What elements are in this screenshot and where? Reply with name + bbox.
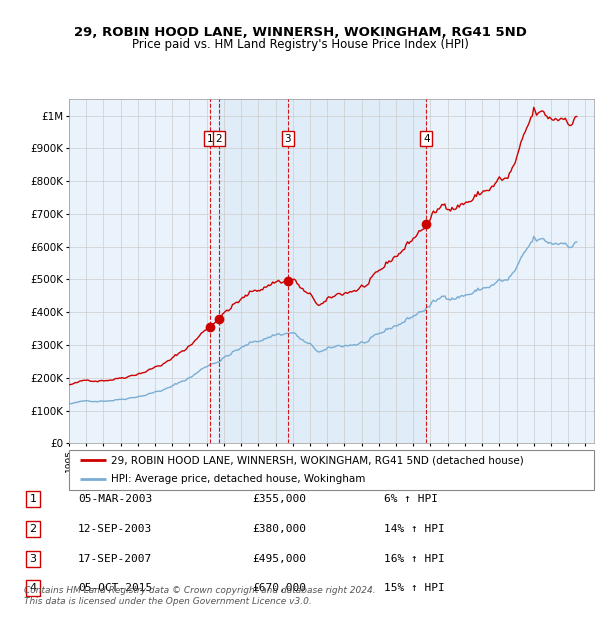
Text: Contains HM Land Registry data © Crown copyright and database right 2024.
This d: Contains HM Land Registry data © Crown c… [24,585,376,606]
Text: 16% ↑ HPI: 16% ↑ HPI [384,554,445,564]
Text: 29, ROBIN HOOD LANE, WINNERSH, WOKINGHAM, RG41 5ND (detached house): 29, ROBIN HOOD LANE, WINNERSH, WOKINGHAM… [111,455,524,466]
Bar [219,99,427,443]
Text: £355,000: £355,000 [252,494,306,504]
Text: 3: 3 [284,134,291,144]
Text: 29, ROBIN HOOD LANE, WINNERSH, WOKINGHAM, RG41 5ND: 29, ROBIN HOOD LANE, WINNERSH, WOKINGHAM… [74,26,526,38]
Text: 05-OCT-2015: 05-OCT-2015 [78,583,152,593]
FancyBboxPatch shape [69,450,594,490]
Text: 2: 2 [215,134,222,144]
Text: £670,000: £670,000 [252,583,306,593]
Text: 17-SEP-2007: 17-SEP-2007 [78,554,152,564]
Text: 6% ↑ HPI: 6% ↑ HPI [384,494,438,504]
Text: 4: 4 [29,583,37,593]
Text: 3: 3 [29,554,37,564]
Text: 2: 2 [29,524,37,534]
Text: 1: 1 [29,494,37,504]
Text: Price paid vs. HM Land Registry's House Price Index (HPI): Price paid vs. HM Land Registry's House … [131,38,469,51]
Text: HPI: Average price, detached house, Wokingham: HPI: Average price, detached house, Woki… [111,474,365,484]
Text: £380,000: £380,000 [252,524,306,534]
Text: 12-SEP-2003: 12-SEP-2003 [78,524,152,534]
Text: 4: 4 [423,134,430,144]
Text: 14% ↑ HPI: 14% ↑ HPI [384,524,445,534]
Text: 15% ↑ HPI: 15% ↑ HPI [384,583,445,593]
Text: 1: 1 [206,134,213,144]
Text: 05-MAR-2003: 05-MAR-2003 [78,494,152,504]
Text: £495,000: £495,000 [252,554,306,564]
